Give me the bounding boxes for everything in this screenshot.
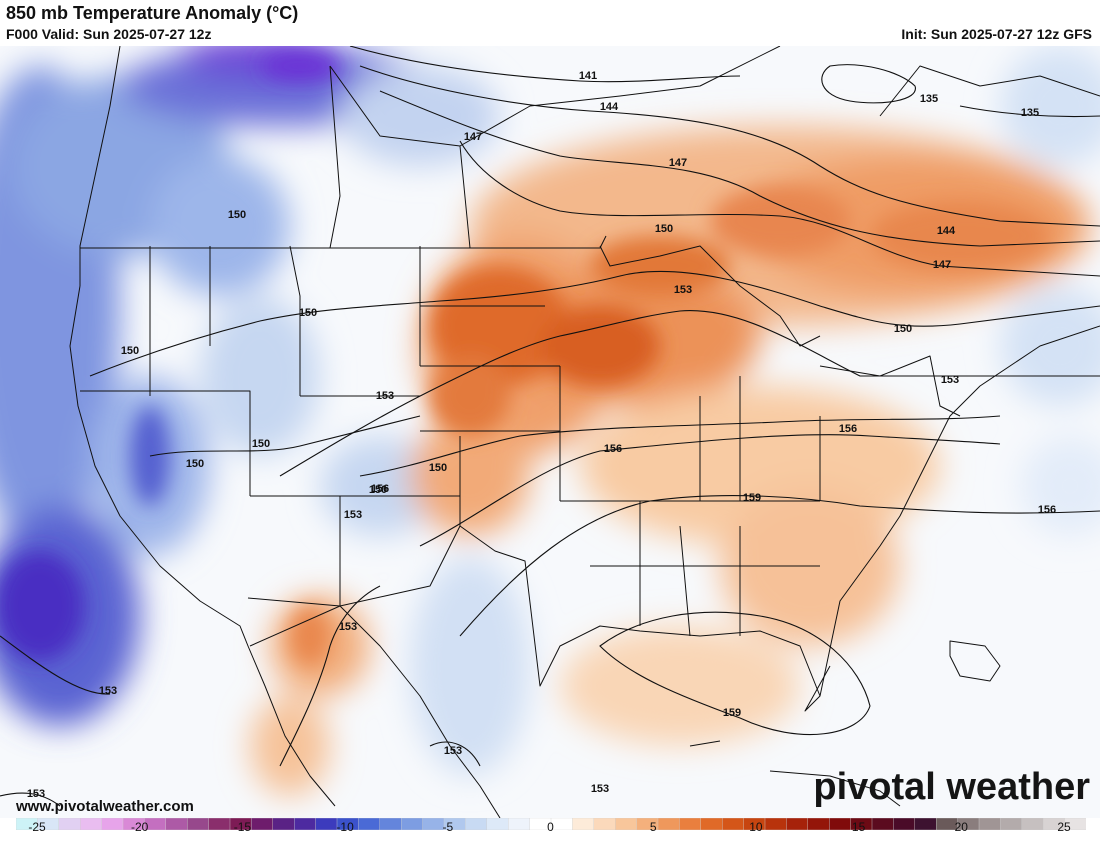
contour-label: 150: [228, 209, 246, 221]
colorbar-swatch: [1000, 818, 1023, 830]
colorbar-tick-label: 20: [954, 820, 968, 834]
contour-label: 153: [344, 509, 362, 521]
website-label: www.pivotalweather.com: [16, 798, 194, 815]
map-title: 850 mb Temperature Anomaly (°C): [6, 3, 299, 23]
colorbar-swatch: [722, 818, 745, 830]
height-contours: [0, 46, 1100, 807]
contour-label: 159: [723, 707, 741, 719]
contour-label: 156: [371, 483, 389, 495]
colorbar-tick-label: 0: [547, 820, 554, 834]
contour-label: 150: [121, 345, 139, 357]
colorbar-tick-label: -20: [131, 820, 149, 834]
contour-label: 135: [1021, 107, 1039, 119]
colorbar-tick-label: -25: [28, 820, 46, 834]
contour-label: 141: [579, 70, 597, 82]
contour-label: 147: [669, 157, 687, 169]
colorbar-swatch: [101, 818, 124, 830]
contour-label: 153: [674, 284, 692, 296]
contour-label: 150: [655, 223, 673, 235]
valid-time: F000 Valid: Sun 2025-07-27 12z: [6, 26, 212, 42]
colorbar-swatch: [208, 818, 231, 830]
colorbar-swatch: [893, 818, 916, 830]
contour-label: 153: [444, 745, 462, 757]
colorbar-swatch: [315, 818, 338, 830]
contour-label: 159: [743, 492, 761, 504]
colorbar-swatch: [422, 818, 445, 830]
contour-label: 150: [252, 438, 270, 450]
colorbar-swatch: [401, 818, 424, 830]
contour-label: 153: [339, 621, 357, 633]
colorbar-swatch: [593, 818, 616, 830]
colorbar-swatch: [657, 818, 681, 830]
boundaries: [69, 46, 1100, 818]
anomaly-field: [0, 46, 1100, 796]
colorbar-swatch: [978, 818, 1002, 830]
contour-label: 153: [591, 783, 609, 795]
contour-label: 150: [186, 458, 204, 470]
colorbar-swatch: [486, 818, 509, 830]
contour-label: 147: [464, 131, 482, 143]
colorbar-swatch: [186, 818, 210, 830]
contour-label: 144: [937, 225, 956, 237]
colorbar-swatch: [79, 818, 103, 830]
colorbar-tick-label: 10: [749, 820, 763, 834]
contour-label: 153: [99, 685, 117, 697]
colorbar-swatch: [379, 818, 402, 830]
colorbar-tick-label: 25: [1057, 820, 1071, 834]
colorbar-swatch: [358, 818, 381, 830]
colorbar-swatch: [508, 818, 531, 830]
colorbar-tick-label: -15: [233, 820, 252, 834]
contour-label: 156: [604, 443, 622, 455]
contour-label: 156: [1038, 504, 1056, 516]
colorbar-swatch: [1021, 818, 1044, 830]
colorbar-swatch: [829, 818, 852, 830]
contour-label: 150: [429, 462, 447, 474]
colorbar-swatch: [550, 818, 574, 830]
colorbar-tick-label: 15: [851, 820, 866, 834]
colorbar-swatch: [679, 818, 702, 830]
colorbar-swatch: [1064, 818, 1086, 830]
colorbar-swatch: [807, 818, 830, 830]
colorbar-swatch: [764, 818, 788, 830]
colorbar-swatch: [465, 818, 488, 830]
colorbar-swatch: [786, 818, 809, 830]
colorbar-tick-label: -10: [336, 820, 354, 834]
colorbar: [16, 818, 1086, 830]
contour-label: 150: [299, 307, 317, 319]
contour-label: 144: [600, 101, 619, 113]
colorbar-swatch: [700, 818, 723, 830]
header: 850 mb Temperature Anomaly (°C) F000 Val…: [0, 0, 1100, 46]
colorbar-swatch: [615, 818, 638, 830]
contour-label: 150: [894, 323, 912, 335]
colorbar-tick-label: -5: [442, 820, 454, 834]
contour-label: 153: [27, 788, 45, 800]
contour-labels: 141 144 147 135 135 147 144 147 150 150 150 150 153 1…: [27, 70, 1056, 800]
contour-label: 153: [941, 374, 959, 386]
colorbar-swatch: [272, 818, 295, 830]
colorbar-swatch: [294, 818, 317, 830]
contour-label: 153: [376, 390, 394, 402]
colorbar-swatch: [871, 818, 895, 830]
colorbar-swatch: [251, 818, 274, 830]
init-time: Init: Sun 2025-07-27 12z GFS: [901, 26, 1092, 42]
colorbar-swatch: [165, 818, 188, 830]
colorbar-tick-label: 5: [649, 820, 657, 834]
anomaly-map: 141 144 147 135 135 147 144 147 150 150 150 150 153 1…: [0, 46, 1100, 818]
colorbar-swatch: [572, 818, 595, 830]
contour-label: 147: [933, 259, 951, 271]
contour-label: 156: [839, 423, 857, 435]
contour-label: 150: [369, 484, 387, 496]
pivotal-weather-logo: pivotal weather: [813, 766, 1090, 808]
contour-label: 135: [920, 93, 938, 105]
colorbar-swatch: [914, 818, 937, 830]
colorbar-swatch: [58, 818, 81, 830]
